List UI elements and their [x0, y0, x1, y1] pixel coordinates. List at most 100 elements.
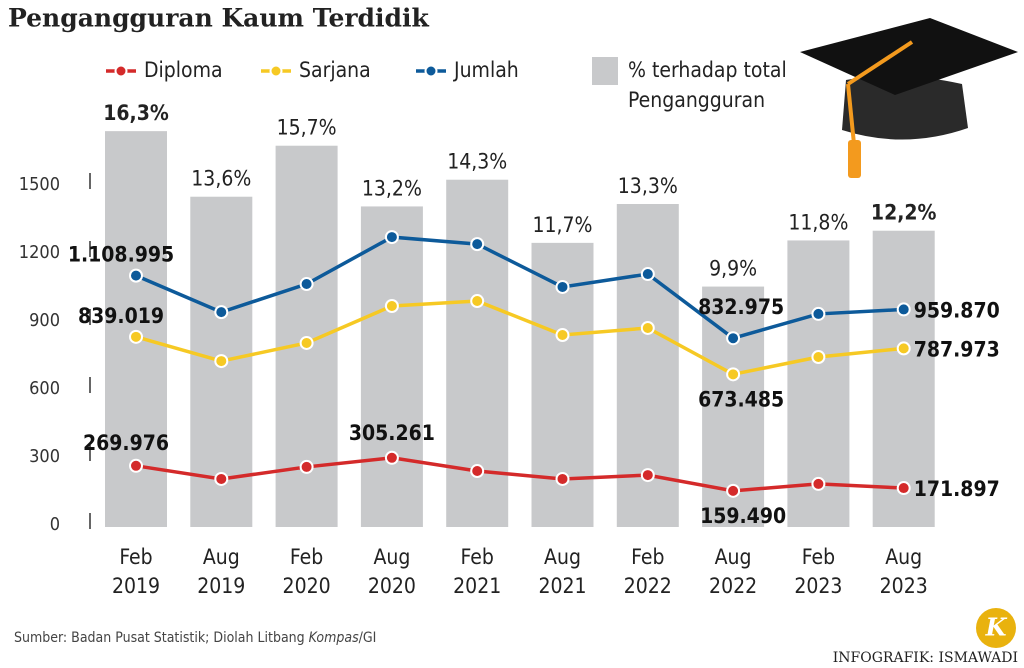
x-tick-line: 2020 [283, 574, 331, 598]
legend-marker [424, 64, 438, 78]
point [214, 354, 229, 369]
x-tick-label: Feb 2019 [112, 545, 160, 598]
point [896, 341, 911, 356]
bar-label: 13,3% [618, 174, 678, 198]
y-tick-label: 900 [29, 310, 60, 331]
point [555, 471, 570, 486]
point [470, 294, 485, 309]
x-tick-line: Aug [544, 545, 581, 569]
point [470, 237, 485, 252]
x-tick-label: Aug 2020 [368, 545, 416, 598]
point [726, 331, 741, 346]
point [470, 464, 485, 479]
x-tick-label: Feb 2022 [624, 545, 672, 598]
point [299, 459, 314, 474]
point-label: 171.897 [914, 477, 1000, 501]
point [384, 230, 399, 245]
y-tick-label: 1200 [19, 242, 60, 263]
bar-label: 12,2% [871, 201, 937, 225]
source-part: /GI [359, 630, 377, 646]
point-label: 673.485 [698, 387, 784, 411]
credit: INFOGRAFIK: ISMAWADI [833, 650, 1018, 666]
x-tick-line: Feb [290, 545, 323, 569]
y-tick-label: 0 [50, 514, 60, 535]
point-label: 787.973 [914, 337, 1000, 361]
point [640, 320, 655, 335]
line [135, 235, 904, 341]
x-tick-line: 2020 [368, 574, 416, 598]
point [640, 267, 655, 282]
x-tick-label: Feb 2021 [453, 545, 501, 598]
source: Sumber: Badan Pusat Statistik; Diolah Li… [14, 630, 376, 646]
bar-label: 11,7% [532, 213, 592, 237]
point [555, 328, 570, 343]
x-tick-line: 2021 [453, 574, 501, 598]
x-tick-line: 2019 [112, 574, 160, 598]
point [384, 450, 399, 465]
legend-label: % terhadap total Pengangguran [628, 58, 787, 112]
x-tick-line: Aug [715, 545, 752, 569]
point [214, 305, 229, 320]
x-tick-label: Aug 2022 [709, 545, 757, 598]
legend-marker [269, 64, 283, 78]
point [640, 468, 655, 483]
point [384, 299, 399, 313]
bar-label: 15,7% [277, 116, 337, 140]
point [726, 367, 741, 382]
bar [872, 230, 935, 527]
x-tick-line: 2022 [709, 574, 757, 598]
x-tick-line: Aug [203, 545, 240, 569]
logo-circle [976, 608, 1016, 648]
x-tick-line: 2021 [538, 574, 586, 598]
bar-label: 9,9% [709, 257, 757, 281]
point-label: 269.976 [83, 431, 169, 455]
point [299, 277, 314, 292]
point [129, 458, 143, 473]
x-tick-line: Feb [631, 545, 664, 569]
point [129, 329, 143, 344]
cap-icon [800, 18, 1018, 178]
chart-title: Pengangguran Kaum Terdidik [8, 4, 429, 33]
x-tick-line: 2023 [880, 574, 928, 598]
bar-label: 14,3% [447, 150, 507, 174]
logo: K [985, 613, 1008, 642]
x-tick-line: Feb [119, 545, 152, 569]
bar-label: 11,8% [788, 210, 848, 234]
point [555, 279, 570, 294]
x-tick-line: 2022 [624, 574, 672, 598]
legend-marker [114, 64, 128, 78]
point-label: 1.108.995 [68, 243, 174, 267]
point-label: 832.975 [698, 295, 784, 319]
point [299, 335, 314, 350]
point [896, 302, 911, 317]
x-tick-label: Feb 2020 [283, 545, 331, 598]
line [135, 456, 904, 493]
legend-line-text: % terhadap total [628, 58, 787, 82]
legend-label: Sarjana [299, 58, 371, 82]
y-tick-label: 1500 [19, 174, 60, 195]
y-tick-label: 300 [29, 446, 60, 467]
point [811, 350, 826, 364]
bar-label: 16,3% [103, 101, 169, 125]
source-part: Kompas [309, 630, 359, 646]
x-tick-label: Aug 2019 [197, 545, 245, 598]
point-label: 959.870 [914, 298, 1000, 322]
point [811, 476, 826, 491]
point [129, 268, 143, 283]
x-tick-line: 2019 [197, 574, 245, 598]
point [726, 483, 741, 498]
x-tick-line: Feb [802, 545, 835, 569]
legend-label: Diploma [144, 58, 223, 82]
legend-swatch [592, 57, 618, 85]
x-tick-line: 2023 [794, 574, 842, 598]
legend-label: Jumlah [453, 58, 519, 82]
x-tick-line: Feb [461, 545, 494, 569]
x-tick-line: Aug [373, 545, 410, 569]
point-label: 159.490 [700, 504, 786, 528]
point-label: 839.019 [78, 304, 164, 328]
x-tick-line: Aug [885, 545, 922, 569]
x-tick-label: Aug 2023 [880, 545, 928, 598]
bar-label: 13,2% [362, 176, 422, 200]
point-label: 305.261 [349, 421, 435, 445]
